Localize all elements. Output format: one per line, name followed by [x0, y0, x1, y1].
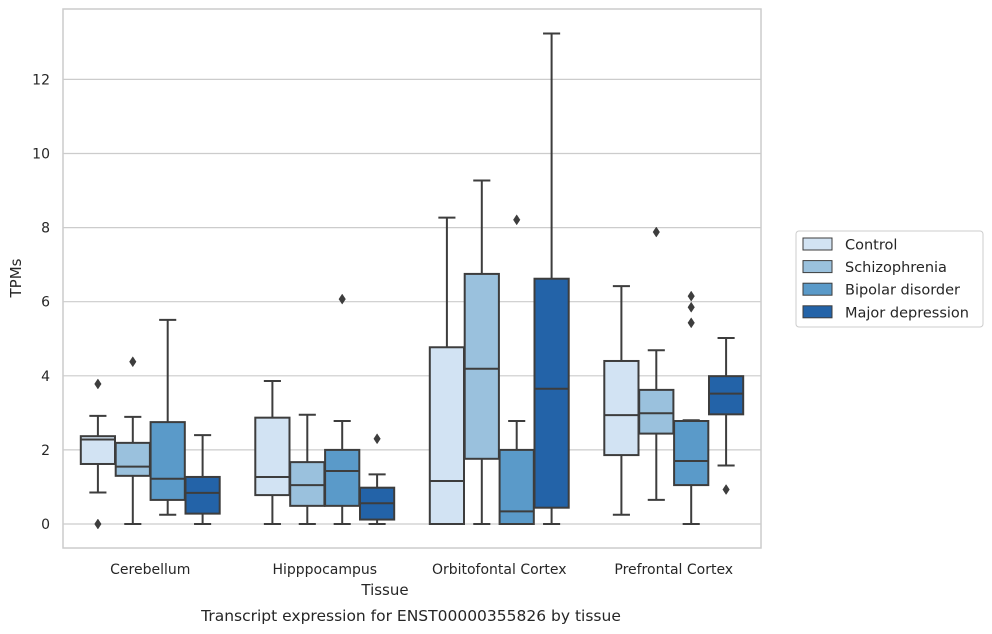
box-plot [184, 434, 221, 525]
y-tick-label: 10 [32, 147, 50, 163]
x-tick-label: Hipppocampus [272, 562, 377, 578]
box [498, 448, 535, 525]
outlier-point [94, 518, 102, 530]
box [254, 416, 291, 497]
box [289, 461, 326, 507]
box [463, 272, 500, 460]
figure-caption: Transcript expression for ENST0000035582… [200, 607, 621, 625]
y-tick-label: 12 [32, 72, 50, 88]
box-plot [638, 226, 675, 501]
box-plot [707, 337, 745, 495]
legend-frame [795, 230, 984, 328]
outlier-point [652, 226, 660, 238]
box [428, 346, 466, 526]
box-plot [463, 179, 500, 525]
outlier-point [94, 378, 102, 390]
box-plot [603, 285, 640, 516]
box [324, 448, 361, 507]
y-tick-label: 4 [41, 369, 50, 385]
x-tick-label: Cerebellum [110, 562, 190, 578]
box-plot [428, 216, 466, 526]
legend-label: Major depression [845, 305, 969, 321]
legend-swatch [802, 260, 833, 274]
x-tick-label: Prefrontal Cortex [614, 562, 733, 578]
box [603, 359, 640, 457]
box-plot [149, 318, 186, 516]
box-plot [358, 433, 396, 525]
box-plot [498, 214, 535, 525]
box-plot [324, 293, 361, 525]
box [184, 475, 221, 515]
box-plot [673, 290, 710, 525]
box-plot [533, 32, 570, 525]
box-plot [254, 379, 291, 525]
x-tick-label: Orbitofontal Cortex [432, 562, 567, 578]
y-axis-label: TPMs [7, 258, 25, 298]
plot-frame [62, 8, 762, 549]
outlier-point [687, 301, 695, 313]
box [707, 375, 745, 416]
box-plot [114, 356, 151, 525]
box [638, 388, 675, 435]
box [673, 420, 710, 487]
x-axis-label: Tissue [360, 581, 408, 599]
y-axis-ticks: 0 2 4 6 8 10 12 [32, 72, 50, 533]
y-tick-label: 8 [41, 221, 50, 237]
outlier-point [722, 484, 730, 495]
x-axis-ticks: Cerebellum Hipppocampus Orbitofontal Corte… [110, 562, 733, 578]
y-tick-label: 6 [41, 295, 50, 311]
box-plots [79, 32, 745, 530]
legend-label: Bipolar disorder [845, 283, 960, 299]
outlier-point [513, 214, 521, 226]
legend-label: Schizophrenia [845, 260, 947, 276]
box [149, 421, 186, 501]
outlier-point [687, 290, 695, 302]
box-plot [289, 413, 326, 525]
box [114, 441, 151, 477]
outlier-point [373, 433, 381, 445]
outlier-point [129, 356, 137, 368]
outlier-point [687, 317, 695, 329]
legend-label: Control [845, 238, 897, 254]
y-tick-label: 2 [41, 443, 50, 459]
legend-swatch [802, 237, 833, 251]
legend-swatch [802, 305, 833, 319]
box [533, 277, 570, 509]
legend-swatch [802, 282, 833, 296]
y-tick-label: 0 [41, 517, 50, 533]
outlier-point [338, 293, 346, 305]
legend: Control Schizophrenia Bipolar disorder Majo… [795, 230, 984, 328]
